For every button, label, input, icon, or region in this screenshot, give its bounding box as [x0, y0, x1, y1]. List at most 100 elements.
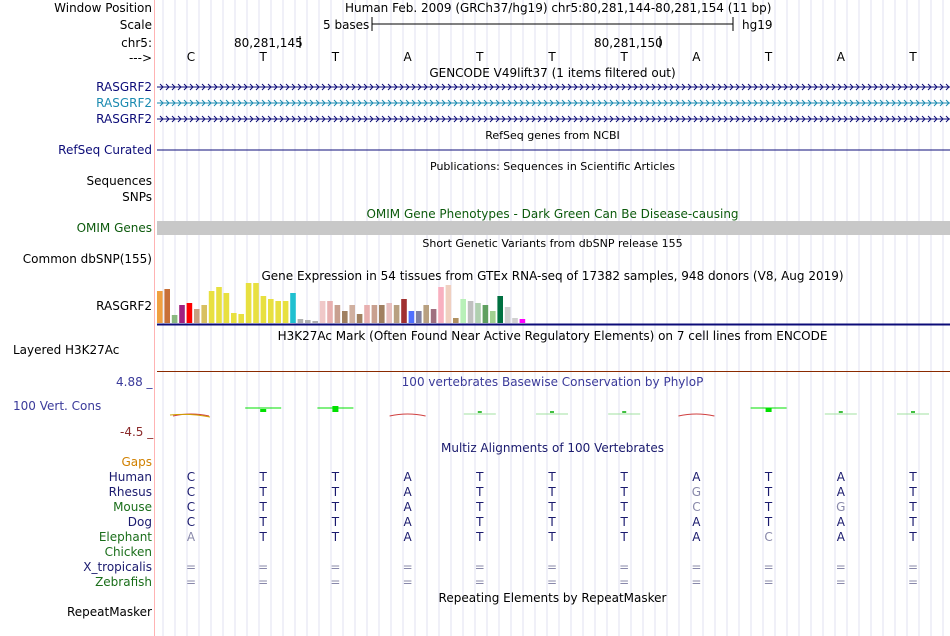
multiz-base: T	[909, 515, 917, 529]
multiz-base: =	[619, 560, 630, 574]
window-position-label: Window Position	[54, 1, 152, 15]
multiz-base: T	[331, 470, 340, 484]
reference-base: A	[692, 50, 701, 64]
gtex-tissue-bar	[453, 318, 459, 323]
multiz-species-label[interactable]: Chicken	[104, 545, 152, 559]
multiz-species-label[interactable]: Rhesus	[108, 485, 152, 499]
multiz-base: T	[331, 500, 340, 514]
phylop-title: 100 vertebrates Basewise Conservation by…	[401, 375, 704, 389]
phylop-min-label: -4.5 _	[120, 425, 154, 439]
multiz-base: C	[692, 500, 701, 514]
multiz-base: T	[331, 530, 340, 544]
multiz-base: =	[763, 575, 774, 589]
multiz-base: C	[764, 530, 773, 544]
multiz-base: T	[259, 470, 267, 484]
gtex-tissue-bar	[157, 291, 163, 323]
gtex-tissue-bar	[208, 291, 215, 323]
publications-sequences-label[interactable]: Sequences	[86, 174, 152, 188]
strand-label: --->	[128, 51, 152, 65]
multiz-base: =	[907, 560, 919, 574]
gtex-tissue-bar	[297, 319, 304, 323]
coord-label-1: 80,281,145	[234, 36, 303, 50]
multiz-base: A	[836, 530, 845, 544]
multiz-base: =	[474, 575, 485, 589]
gencode-gene-label[interactable]: RASGRF2	[96, 96, 152, 110]
gtex-tissue-bar	[408, 311, 415, 323]
scale-label: Scale	[119, 18, 152, 32]
multiz-base: T	[476, 485, 484, 499]
phylop-score-mark	[477, 411, 482, 413]
multiz-base: A	[692, 530, 701, 544]
phylop-score-bar	[332, 406, 339, 412]
multiz-base: C	[186, 485, 196, 499]
omim-title: OMIM Gene Phenotypes - Dark Green Can Be…	[366, 207, 739, 221]
multiz-base: T	[548, 500, 556, 514]
multiz-species-label[interactable]: X_tropicalis	[83, 560, 152, 574]
multiz-base: C	[186, 470, 196, 484]
reference-base: A	[836, 50, 845, 64]
multiz-base: G	[836, 500, 846, 514]
phylop-score-mark	[550, 411, 554, 413]
gtex-label[interactable]: RASGRF2	[96, 299, 152, 313]
h3k27ac-title: H3K27Ac Mark (Often Found Near Active Re…	[277, 329, 828, 343]
multiz-species-label[interactable]: Dog	[127, 515, 152, 529]
multiz-base: =	[619, 575, 630, 589]
gtex-tissue-bar	[349, 305, 355, 323]
publications-snps-label[interactable]: SNPs	[122, 190, 152, 204]
gtex-tissue-bar	[179, 305, 185, 323]
h3k27ac-label[interactable]: Layered H3K27Ac	[13, 343, 120, 357]
multiz-base: =	[185, 575, 197, 589]
gencode-gene-label[interactable]: RASGRF2	[96, 80, 152, 94]
reference-base: T	[331, 50, 340, 64]
gtex-tissue-bar	[238, 314, 244, 323]
multiz-base: T	[909, 485, 917, 499]
multiz-base: T	[620, 515, 628, 529]
gtex-tissue-bar	[475, 303, 481, 323]
multiz-base: C	[186, 500, 196, 514]
repeatmasker-label[interactable]: RepeatMasker	[66, 605, 152, 619]
multiz-base: A	[836, 485, 845, 499]
multiz-species-label[interactable]: Zebrafish	[95, 575, 152, 589]
multiz-base: T	[620, 530, 628, 544]
multiz-base: =	[763, 560, 774, 574]
multiz-base: T	[476, 515, 484, 529]
gtex-tissue-bar	[393, 305, 400, 323]
dbsnp-label[interactable]: Common dbSNP(155)	[22, 252, 152, 266]
gencode-gene-label[interactable]: RASGRF2	[96, 112, 152, 126]
multiz-gaps-label[interactable]: Gaps	[121, 455, 152, 469]
multiz-species-label[interactable]: Human	[108, 470, 152, 484]
omim-gene-bar	[157, 221, 950, 235]
phylop-score-mark	[172, 413, 210, 417]
gtex-tissue-bar	[290, 293, 296, 323]
gtex-tissue-bar	[386, 303, 392, 323]
refseq-label[interactable]: RefSeq Curated	[58, 143, 152, 157]
multiz-base: T	[764, 470, 773, 484]
multiz-base: =	[402, 560, 413, 574]
gtex-tissue-bar	[319, 301, 326, 323]
gtex-tissue-bar	[231, 313, 237, 323]
gtex-tissue-bar	[504, 307, 511, 323]
reference-base: T	[620, 50, 628, 64]
multiz-species-label[interactable]: Mouse	[113, 500, 152, 514]
phylop-max-label: 4.88 _	[116, 375, 153, 389]
gtex-tissue-bar	[164, 289, 170, 323]
multiz-base: =	[546, 560, 558, 574]
multiz-base: A	[403, 500, 412, 514]
multiz-base: =	[258, 560, 269, 574]
phylop-label[interactable]: 100 Vert. Cons	[13, 399, 102, 413]
gtex-tissue-bar	[467, 301, 474, 323]
multiz-base: =	[546, 575, 558, 589]
gtex-tissue-bar	[312, 321, 318, 323]
reference-base: T	[259, 50, 267, 64]
multiz-base: =	[835, 560, 846, 574]
multiz-species-label[interactable]: Elephant	[98, 530, 152, 544]
phylop-score-mark	[838, 411, 843, 413]
reference-base: A	[403, 50, 412, 64]
gtex-tissue-bar	[497, 296, 503, 323]
multiz-base: T	[476, 470, 484, 484]
gtex-tissue-bar	[512, 318, 518, 323]
omim-label[interactable]: OMIM Genes	[76, 221, 152, 235]
reference-base: T	[548, 50, 556, 64]
multiz-base: T	[764, 515, 773, 529]
